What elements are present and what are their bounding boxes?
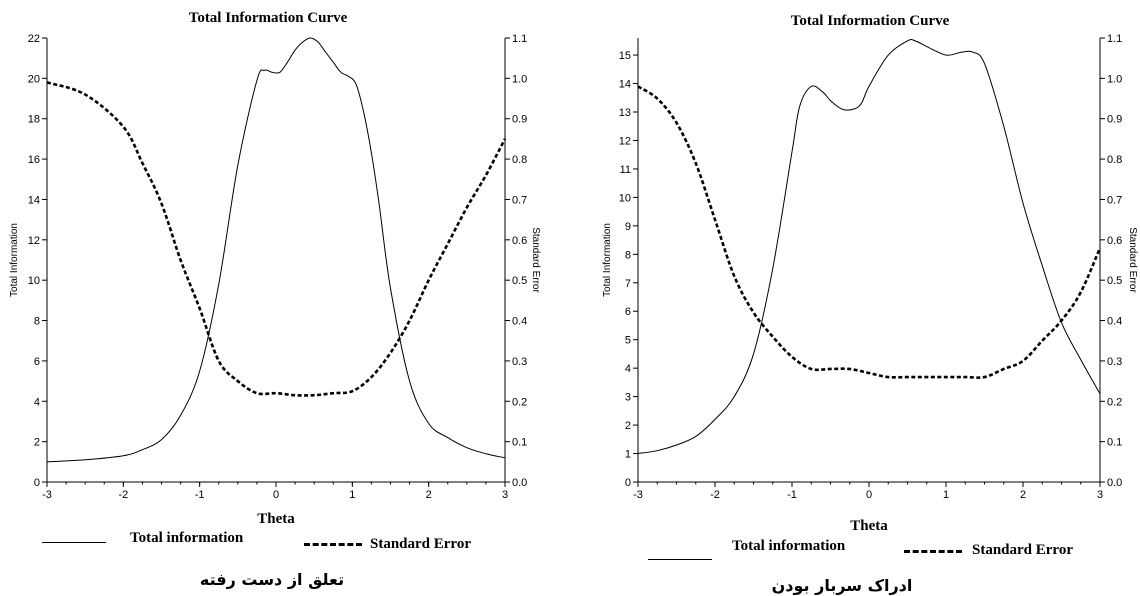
y2-tick-label: 0.6 [1107,235,1122,247]
x-tick-label: -3 [42,489,52,501]
series-line-total-information [637,39,1101,455]
y-tick-label: 3 [625,392,631,404]
y-tick-label: 15 [619,50,631,62]
y-axis-label: Total Information [602,223,613,297]
y-tick-label: 5 [625,335,631,347]
y-tick-label: 20 [28,73,40,85]
y-tick-label: 2 [34,437,40,449]
y-tick-label: 9 [625,221,631,233]
y-tick-label: 6 [625,306,631,318]
y-tick-label: 14 [28,194,40,206]
y2-axis-label: Standard Error [530,227,541,293]
legend-se-swatch [304,543,362,546]
chart-caption-left: تعلق از دست رفته [199,570,345,589]
x-tick-label: 2 [1020,489,1026,501]
y2-tick-label: 1.1 [1107,33,1122,45]
series-line-total-information [46,37,506,463]
y2-tick-label: 0.3 [1107,356,1122,368]
x-tick-label: -2 [118,489,128,501]
chart-title: Total Information Curve [791,13,950,29]
y-tick-label: 2 [625,420,631,432]
y-tick-label: 12 [619,135,631,147]
y2-tick-label: 0.1 [512,437,527,449]
y2-tick-label: 1.0 [1107,73,1122,85]
legend-info-swatch [42,542,106,543]
y2-tick-label: 0.2 [1107,396,1122,408]
y2-tick-label: 0.7 [512,194,527,206]
legend-info-swatch [648,559,712,560]
y-tick-label: 22 [28,33,40,45]
series-line-standard-error [637,85,1102,379]
x-tick-label: -1 [195,489,205,501]
x-tick-label: 3 [1097,489,1103,501]
y2-tick-label: 0.9 [512,114,527,126]
legend-se-label: Standard Error [972,542,1073,558]
y2-tick-label: 0.6 [512,235,527,247]
chart-svg-right: Total Information Curve-3 -2 -1 0 1 2 30123456… [602,13,1138,534]
x-axis-label: Theta [257,511,295,527]
series-line-standard-error [46,81,507,397]
y-axis-label: Total Information [9,223,20,297]
y2-tick-label: 0.4 [1107,316,1122,328]
chart-panel-left: Total Information Curve -3 -2 -1 0 1 2 3 0 2 4 6 8 10… [9,10,541,589]
y-tick-label: 13 [619,107,631,119]
y-tick-label: 4 [625,363,631,375]
y2-axis-label: Standard Error [1127,227,1138,293]
legend-se-label: Standard Error [370,536,471,552]
chart-legend-right: Total information Standard Error [648,538,1118,564]
chart-legend-left: Total information Standard Error [38,530,518,554]
y-tick-label: 12 [28,235,40,247]
y-tick-label: 0 [34,477,40,489]
x-tick-label: 0 [866,489,872,501]
x-tick-label: -3 [633,489,643,501]
y2-tick-label: 0.1 [1107,437,1122,449]
chart-panel-right: Total Information Curve -3 -2 -1 0 1 2 3 0 1 2 3 4 5 6… [570,0,1140,596]
y2-tick-label: 0.8 [1107,154,1122,166]
y-tick-label: 14 [619,79,631,91]
y2-tick-label: 0.2 [512,396,527,408]
x-tick-label: -2 [710,489,720,501]
x-tick-label: 1 [943,489,949,501]
y-tick-label: 8 [625,249,631,261]
y-tick-label: 6 [34,356,40,368]
x-tick-label: 2 [426,489,432,501]
chart-title: Total Information Curve [189,10,348,26]
y-tick-label: 8 [34,316,40,328]
y2-tick-label: 0.3 [512,356,527,368]
legend-info-label: Total information [130,530,244,546]
y-tick-label: 18 [28,114,40,126]
x-tick-label: -1 [787,489,797,501]
y2-tick-label: 0.0 [1107,477,1122,489]
y-tick-label: 7 [625,278,631,290]
y2-tick-label: 0.0 [512,477,527,489]
y2-tick-label: 0.8 [512,154,527,166]
y2-tick-label: 1.1 [512,33,527,45]
legend-se-swatch [904,550,962,553]
y2-tick-label: 0.5 [1107,275,1122,287]
x-tick-label: 0 [273,489,279,501]
chart-caption-right: ادراک سربار بودن [771,576,913,595]
y-tick-label: 10 [619,192,631,204]
y-tick-label: 4 [34,396,40,408]
y-tick-label: 0 [625,477,631,489]
x-tick-label: 1 [349,489,355,501]
x-tick-label: 3 [502,489,508,501]
legend-info-label: Total information [732,538,846,554]
y2-tick-label: 0.7 [1107,194,1122,206]
y-tick-label: 16 [28,154,40,166]
y-tick-label: 1 [625,449,631,461]
x-axis-label: Theta [850,518,888,534]
y2-tick-label: 1.0 [512,73,527,85]
y2-tick-label: 0.4 [512,316,527,328]
y2-tick-label: 0.9 [1107,114,1122,126]
chart-svg-left: Total Information Curve-3 -2 -1 0 1 2 30246810… [9,10,541,527]
y-tick-label: 11 [620,164,631,176]
y2-tick-label: 0.5 [512,275,527,287]
y-tick-label: 10 [28,275,40,287]
